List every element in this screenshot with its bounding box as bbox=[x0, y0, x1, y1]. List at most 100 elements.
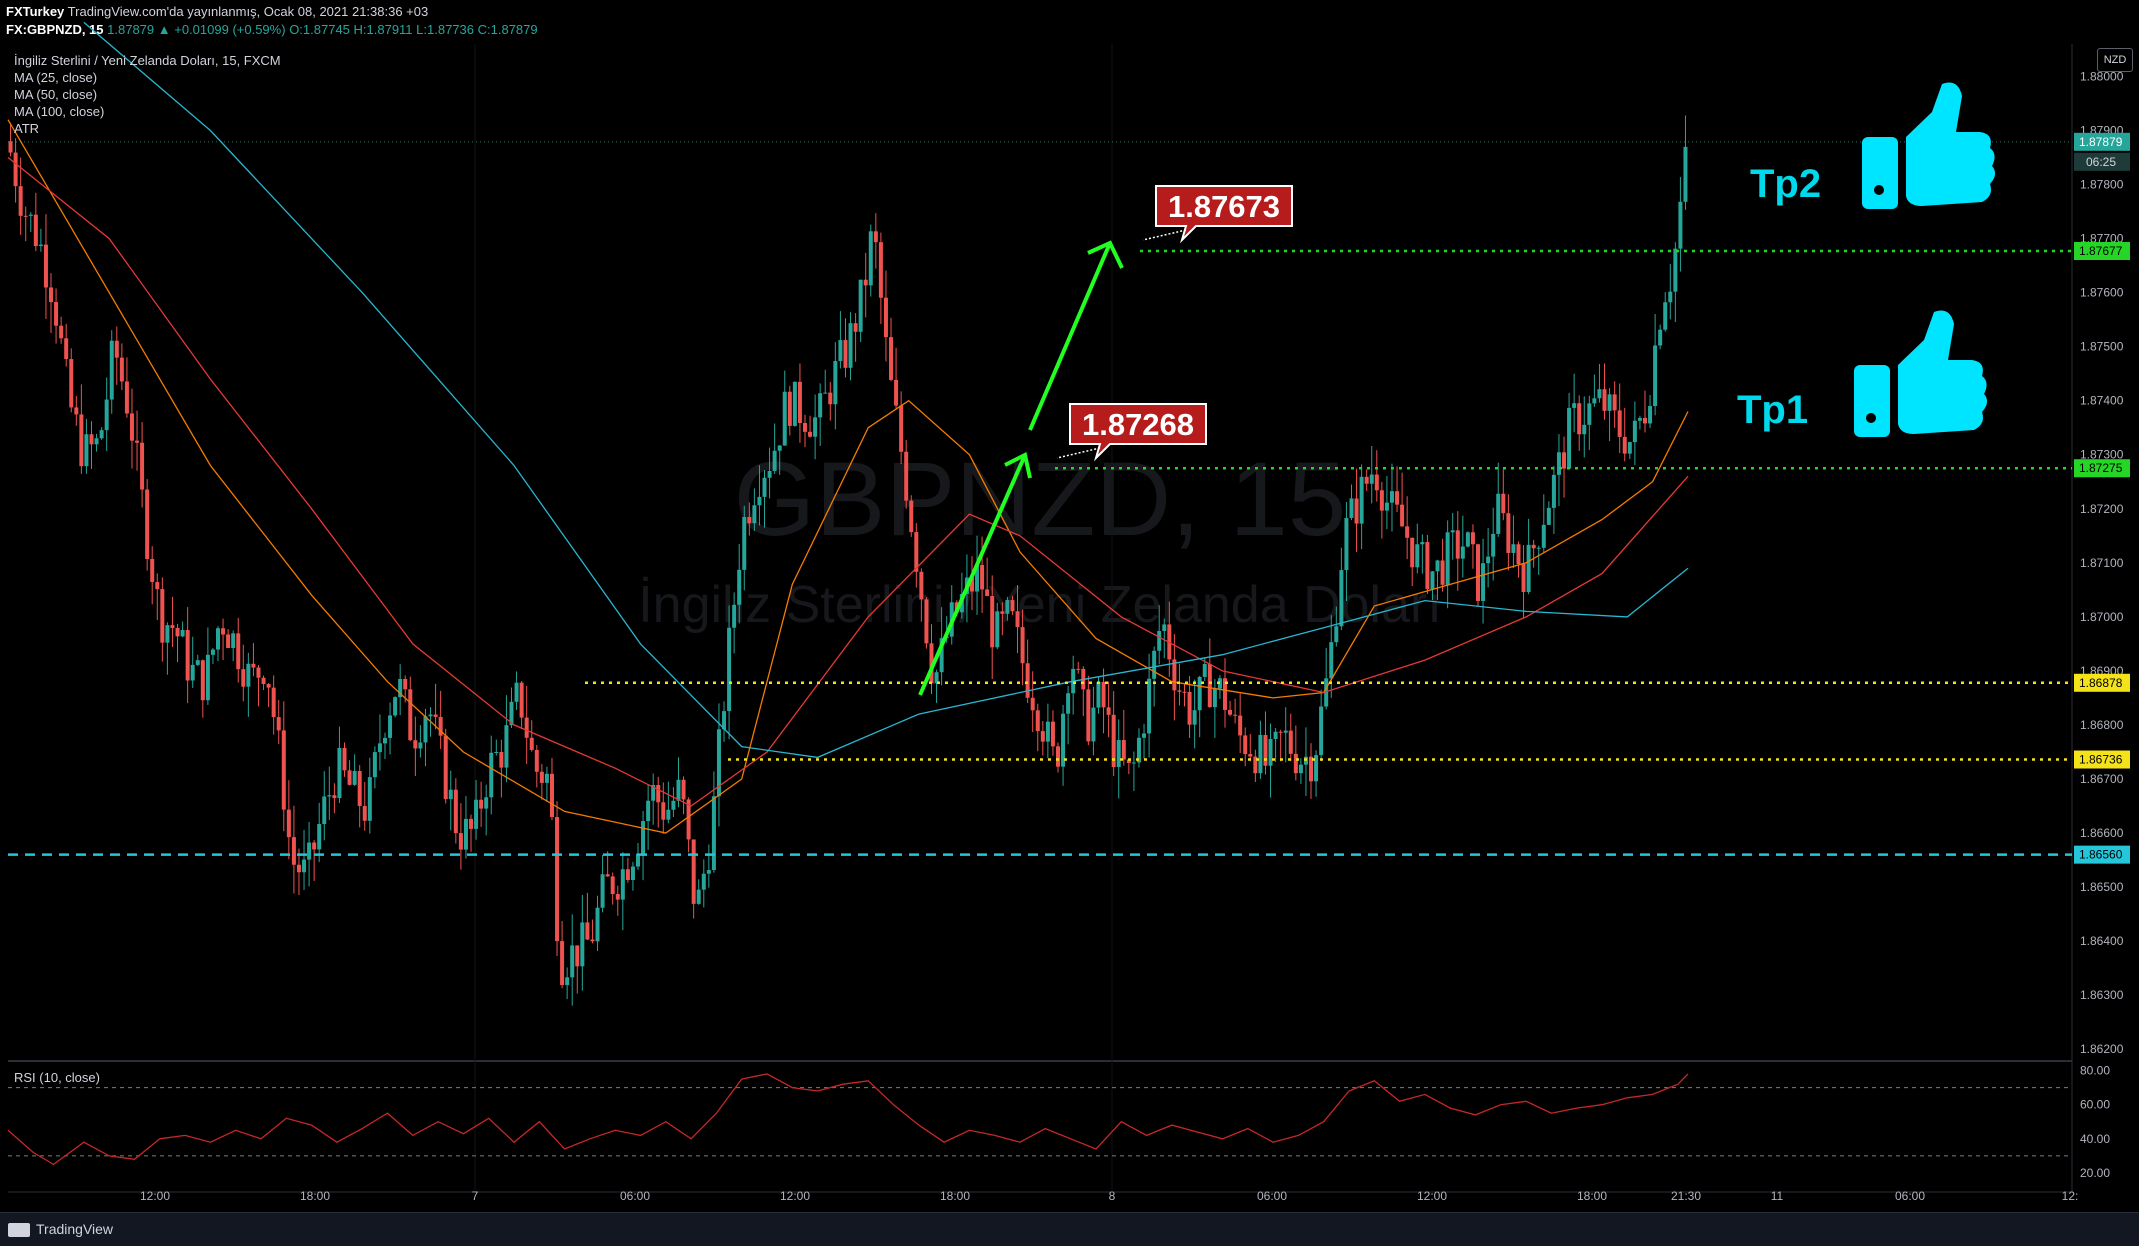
candle-body bbox=[899, 405, 904, 452]
candle-body bbox=[160, 589, 165, 643]
header-bar: FXTurkey TradingView.com'da yayınlanmış,… bbox=[0, 0, 2139, 42]
candle-body bbox=[1617, 410, 1622, 437]
candle-body bbox=[398, 678, 403, 698]
price-tick-label: 1.87500 bbox=[2080, 340, 2124, 354]
candle-body bbox=[787, 391, 792, 426]
candle-body bbox=[69, 359, 74, 408]
legend-title[interactable]: İngiliz Sterlini / Yeni Zelanda Doları, … bbox=[14, 53, 281, 68]
candle-body bbox=[1091, 707, 1096, 742]
candle-body bbox=[1369, 474, 1374, 484]
candle-body bbox=[109, 340, 114, 400]
candle-body bbox=[1476, 544, 1480, 601]
legend-ma25[interactable]: MA (25, close) bbox=[14, 70, 98, 85]
ma-line-50 bbox=[7, 156, 1689, 807]
candle-body bbox=[221, 628, 226, 635]
candle-body bbox=[1470, 532, 1475, 545]
candle-body bbox=[980, 564, 985, 590]
candle-body bbox=[1430, 571, 1435, 590]
price-tick-label: 1.87400 bbox=[2080, 394, 2124, 408]
arrow-line-1 bbox=[918, 454, 1027, 696]
candle-body bbox=[413, 740, 418, 749]
candle-body bbox=[79, 414, 84, 467]
candle-body bbox=[1364, 476, 1369, 484]
chart-canvas[interactable]: GBPNZD, 15 İngiliz Sterlini / Yeni Zeland… bbox=[0, 0, 2139, 1212]
candle-body bbox=[797, 381, 802, 423]
candle-body bbox=[54, 302, 59, 326]
candle-body bbox=[448, 789, 453, 800]
candle-body bbox=[94, 438, 99, 445]
thumbs-up-icon-tp1 bbox=[1854, 310, 1988, 437]
candle-body bbox=[1602, 389, 1607, 411]
candle-body bbox=[357, 771, 362, 806]
candle-body bbox=[1278, 731, 1283, 733]
price-tick-label: 1.86400 bbox=[2080, 934, 2124, 948]
legend-atr[interactable]: ATR bbox=[14, 121, 40, 136]
price-tick-label: 1.86700 bbox=[2080, 772, 2124, 786]
candle-body bbox=[641, 821, 646, 854]
candle-body bbox=[1222, 678, 1227, 710]
candle-body bbox=[1541, 524, 1546, 548]
tradingview-logo[interactable]: TradingView bbox=[8, 1221, 113, 1238]
candle-body bbox=[463, 818, 468, 850]
candle-body bbox=[489, 752, 494, 798]
time-tick-label: 21:30 bbox=[1671, 1189, 1701, 1203]
candle-body bbox=[990, 596, 995, 648]
candle-body bbox=[499, 752, 504, 768]
candle-body bbox=[352, 771, 357, 785]
candle-body bbox=[615, 894, 620, 900]
candle-body bbox=[1582, 424, 1587, 435]
candle-body bbox=[732, 604, 737, 628]
candle-body bbox=[1243, 735, 1248, 755]
candle-body bbox=[251, 663, 256, 668]
candle-body bbox=[1111, 714, 1116, 768]
candle-body bbox=[175, 627, 180, 637]
candle-body bbox=[828, 392, 833, 405]
candle-body bbox=[691, 839, 696, 904]
candle-body bbox=[246, 663, 251, 687]
candle-body bbox=[590, 939, 595, 942]
currency-badge[interactable]: NZD bbox=[2097, 48, 2133, 72]
candle-body bbox=[610, 876, 615, 895]
candle-body bbox=[337, 747, 342, 799]
candle-body bbox=[1648, 406, 1653, 424]
time-tick-label: 11 bbox=[1771, 1189, 1784, 1203]
candle-body bbox=[322, 796, 327, 825]
candle-body bbox=[1516, 544, 1521, 564]
legend-ma50[interactable]: MA (50, close) bbox=[14, 87, 98, 102]
candle-body bbox=[1556, 452, 1561, 475]
candle-body bbox=[1577, 403, 1582, 435]
candle-body bbox=[873, 231, 878, 243]
rsi-tick-label: 20.00 bbox=[2080, 1166, 2110, 1180]
candle-body bbox=[119, 357, 124, 382]
candle-body bbox=[1126, 759, 1131, 763]
candle-body bbox=[1045, 721, 1050, 742]
candle-body bbox=[934, 672, 939, 684]
candle-body bbox=[549, 773, 554, 818]
candle-body bbox=[1228, 709, 1233, 715]
publisher-name[interactable]: FXTurkey bbox=[6, 4, 65, 19]
candle-body bbox=[1562, 452, 1567, 469]
candle-body bbox=[519, 682, 524, 718]
rsi-legend[interactable]: RSI (10, close) bbox=[14, 1070, 100, 1085]
candle-body bbox=[625, 869, 630, 881]
countdown-text: 06:25 bbox=[2086, 155, 2116, 169]
candle-body bbox=[1152, 650, 1157, 679]
candle-body bbox=[585, 922, 590, 940]
symbol-line: FX:GBPNZD, 15 1.87879 ▲ +0.01099 (+0.59%… bbox=[6, 22, 538, 37]
candle-body bbox=[1384, 502, 1389, 511]
symbol-name[interactable]: FX:GBPNZD, 15 bbox=[6, 22, 104, 37]
candle-body bbox=[868, 231, 873, 286]
candle-body bbox=[1395, 491, 1400, 505]
candle-body bbox=[1248, 754, 1253, 757]
price-tick-label: 1.87800 bbox=[2080, 178, 2124, 192]
candle-body bbox=[1329, 642, 1334, 679]
candle-body bbox=[1197, 676, 1202, 711]
candle-body bbox=[13, 152, 18, 187]
time-tick-label: 12:00 bbox=[140, 1189, 170, 1203]
candle-body bbox=[261, 677, 266, 684]
legend-ma100[interactable]: MA (100, close) bbox=[14, 104, 105, 119]
candle-body bbox=[1147, 678, 1152, 734]
candle-body bbox=[1379, 490, 1384, 511]
candle-body bbox=[580, 922, 585, 967]
candle-body bbox=[1030, 697, 1035, 711]
